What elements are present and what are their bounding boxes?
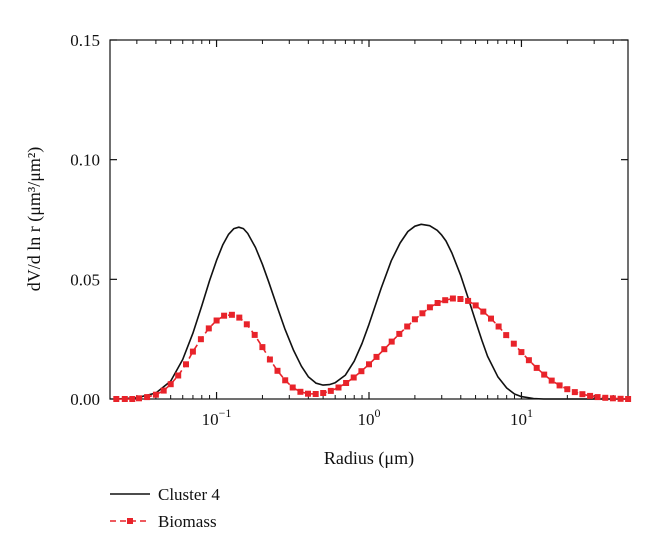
data-point-biomass bbox=[213, 317, 220, 324]
data-point-biomass bbox=[167, 381, 174, 388]
data-point-biomass bbox=[609, 395, 616, 402]
series-layer bbox=[113, 223, 632, 402]
data-point-biomass bbox=[602, 394, 609, 401]
legend-marker-biomass bbox=[127, 518, 133, 524]
data-point-biomass bbox=[388, 338, 395, 345]
data-point-biomass bbox=[152, 391, 159, 398]
data-point-biomass bbox=[197, 336, 204, 343]
data-point-biomass bbox=[121, 396, 128, 402]
y-ticks: 0.00 0.05 0.10 0.15 bbox=[70, 31, 628, 409]
x-ticks: 10−1 100 101 bbox=[109, 40, 629, 429]
data-point-biomass bbox=[457, 296, 464, 302]
data-point-biomass bbox=[266, 356, 273, 363]
data-point-biomass bbox=[366, 361, 372, 368]
legend-label-biomass: Biomass bbox=[158, 512, 217, 531]
data-point-biomass bbox=[503, 332, 510, 339]
data-point-biomass bbox=[228, 311, 235, 318]
data-point-biomass bbox=[556, 382, 563, 389]
data-point-biomass bbox=[175, 372, 182, 379]
data-point-biomass bbox=[396, 330, 403, 337]
data-point-biomass bbox=[525, 357, 532, 364]
data-point-biomass bbox=[129, 396, 136, 402]
data-point-biomass bbox=[373, 353, 380, 360]
data-point-biomass bbox=[358, 368, 365, 375]
plot-area: 10−1 100 101 0.00 0.05 0.10 0.15 bbox=[70, 31, 632, 429]
data-point-biomass bbox=[488, 315, 494, 322]
data-point-biomass bbox=[449, 295, 456, 302]
data-point-biomass bbox=[594, 394, 601, 401]
legend-item-cluster-4: Cluster 4 bbox=[110, 485, 220, 504]
data-point-biomass bbox=[533, 364, 540, 371]
data-point-biomass bbox=[113, 396, 120, 402]
data-point-biomass bbox=[564, 386, 571, 393]
data-point-biomass bbox=[259, 344, 266, 351]
data-point-biomass bbox=[617, 395, 624, 402]
data-point-biomass bbox=[465, 297, 472, 304]
x-tick-label: 101 bbox=[510, 406, 533, 429]
data-point-biomass bbox=[343, 380, 350, 386]
x-tick-label: 10−1 bbox=[202, 406, 232, 429]
data-point-biomass bbox=[183, 361, 189, 368]
data-point-biomass bbox=[320, 390, 327, 396]
x-tick-label: 100 bbox=[358, 406, 381, 429]
data-point-biomass bbox=[548, 377, 555, 384]
series-line-cluster-4 bbox=[116, 223, 628, 400]
data-point-biomass bbox=[282, 377, 289, 384]
y-tick-label: 0.05 bbox=[70, 270, 100, 289]
data-point-biomass bbox=[312, 391, 319, 397]
data-point-biomass bbox=[411, 316, 418, 323]
data-point-biomass bbox=[472, 302, 479, 309]
data-point-biomass bbox=[305, 390, 311, 397]
legend-label-cluster-4: Cluster 4 bbox=[158, 485, 220, 504]
data-point-biomass bbox=[587, 392, 594, 399]
data-point-biomass bbox=[495, 323, 502, 330]
data-point-biomass bbox=[236, 314, 243, 321]
data-point-biomass bbox=[221, 312, 228, 319]
data-point-biomass bbox=[327, 387, 334, 394]
y-tick-label: 0.10 bbox=[70, 151, 100, 170]
data-point-biomass bbox=[189, 348, 196, 355]
data-point-biomass bbox=[419, 310, 426, 317]
data-point-biomass bbox=[144, 394, 151, 401]
data-point-biomass bbox=[136, 395, 142, 402]
data-point-biomass bbox=[541, 371, 548, 378]
y-tick-label: 0.00 bbox=[70, 390, 100, 409]
data-point-biomass bbox=[434, 300, 441, 306]
data-point-biomass bbox=[289, 384, 296, 391]
data-point-biomass bbox=[518, 349, 525, 356]
data-point-biomass bbox=[243, 321, 250, 328]
data-point-biomass bbox=[251, 331, 258, 338]
data-point-biomass bbox=[350, 374, 357, 381]
data-point-biomass bbox=[426, 304, 433, 311]
x-axis-title: Radius (μm) bbox=[324, 448, 414, 469]
data-point-biomass bbox=[274, 367, 281, 374]
data-point-biomass bbox=[625, 396, 632, 402]
data-point-biomass bbox=[480, 308, 487, 315]
legend: Cluster 4 Biomass bbox=[110, 485, 220, 531]
legend-item-biomass: Biomass bbox=[110, 512, 217, 531]
data-point-biomass bbox=[579, 391, 586, 398]
data-point-biomass bbox=[160, 387, 167, 394]
data-point-biomass bbox=[510, 340, 517, 347]
data-point-biomass bbox=[335, 384, 342, 391]
data-point-biomass bbox=[205, 325, 212, 332]
y-tick-label: 0.15 bbox=[70, 31, 100, 50]
data-point-biomass bbox=[297, 388, 304, 395]
y-axis-title: dV/d ln r (μm³/μm²) bbox=[24, 147, 45, 292]
data-point-biomass bbox=[571, 389, 578, 396]
data-point-biomass bbox=[381, 346, 388, 353]
data-point-biomass bbox=[404, 323, 411, 330]
data-point-biomass bbox=[442, 297, 449, 304]
